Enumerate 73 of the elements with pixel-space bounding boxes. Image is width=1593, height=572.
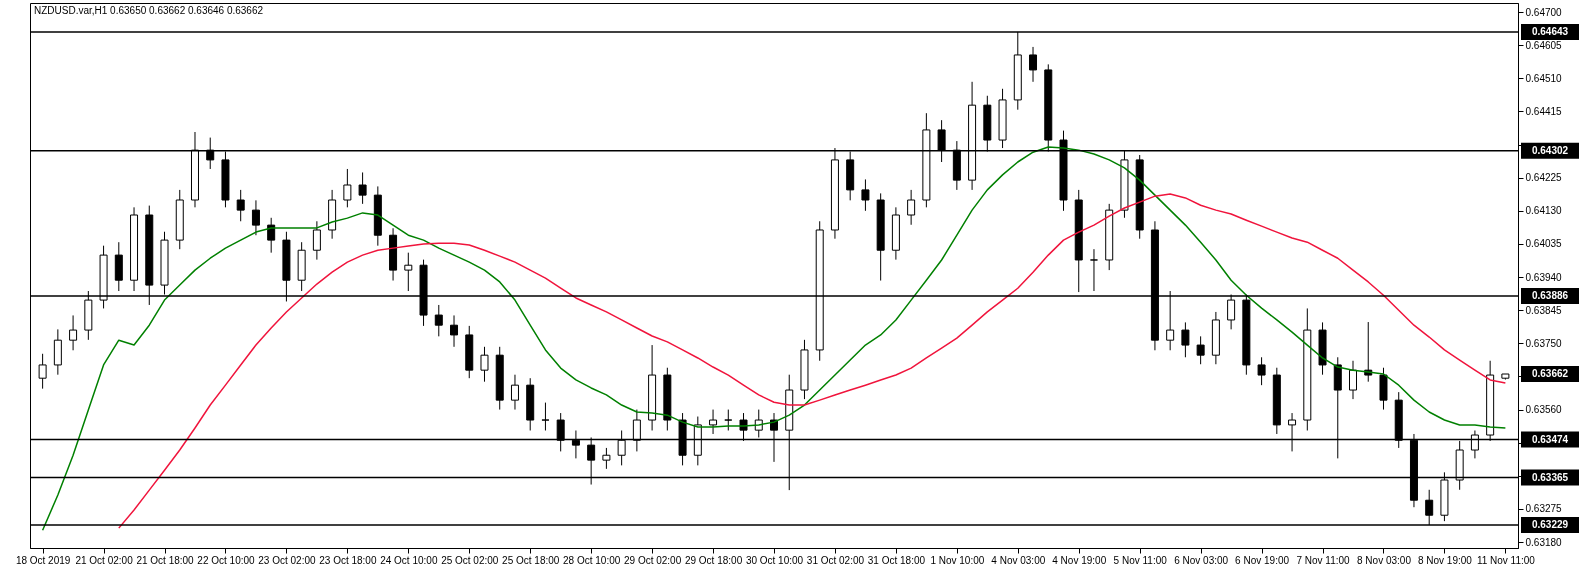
- y-tick-label: 0.63750: [1525, 337, 1563, 349]
- x-tick-label: 25 Oct 18:00: [502, 554, 560, 566]
- candlestick: [907, 189, 916, 226]
- x-tick-label: 4 Nov 19:00: [1052, 554, 1107, 566]
- x-tick-label: 22 Oct 10:00: [197, 554, 256, 566]
- x-tick-label: 7 Nov 11:00: [1296, 554, 1351, 566]
- ref-line-label: 0.63474: [1531, 433, 1569, 445]
- candlestick: [1181, 321, 1190, 358]
- candlestick: [480, 346, 489, 383]
- line-series: [118, 193, 1507, 529]
- y-tick-label: 0.63940: [1525, 271, 1563, 283]
- candlestick: [724, 409, 733, 431]
- x-tick-label: 23 Oct 02:00: [258, 554, 316, 566]
- candlestick: [709, 409, 718, 435]
- candlestick: [434, 304, 443, 337]
- x-tick-label: 29 Oct 18:00: [684, 554, 743, 566]
- candlestick: [510, 374, 519, 411]
- x-tick-label: 30 Oct 10:00: [745, 554, 804, 566]
- candlestick: [602, 447, 611, 470]
- x-tick-label: 1 Nov 10:00: [930, 554, 985, 566]
- y-tick-label: 0.64035: [1525, 238, 1563, 250]
- candlestick: [343, 168, 352, 208]
- x-tick-label: 31 Oct 18:00: [867, 554, 926, 566]
- x-tick-label: 4 Nov 03:00: [991, 554, 1046, 566]
- ref-line-label: 0.64302: [1531, 144, 1569, 156]
- ref-line-label: 0.63229: [1531, 518, 1569, 530]
- candlestick: [38, 353, 47, 390]
- candlestick: [541, 402, 550, 431]
- y-tick-label: 0.64130: [1525, 205, 1563, 217]
- candlestick: [69, 314, 78, 351]
- x-tick-label: 28 Oct 10:00: [563, 554, 621, 566]
- y-tick-label: 0.64510: [1525, 72, 1563, 84]
- chart-title: NZDUSD.var,H1 0.63650 0.63662 0.63646 0.63662: [34, 5, 264, 16]
- x-tick-label: 8 Nov 03:00: [1357, 554, 1412, 566]
- line-series: [41, 146, 1507, 531]
- candlestick: [312, 220, 321, 261]
- candlestick: [1349, 360, 1358, 400]
- y-tick-label: 0.63845: [1525, 304, 1563, 316]
- candlestick: [267, 217, 276, 254]
- x-tick-label: 25 Oct 02:00: [441, 554, 499, 566]
- x-tick-label: 31 Oct 02:00: [806, 554, 865, 566]
- y-tick-label: 0.64605: [1525, 39, 1563, 51]
- text: 0.63662: [1531, 368, 1569, 379]
- candlestick: [450, 314, 459, 348]
- candlestick: [861, 178, 870, 212]
- x-tick-label: 6 Nov 19:00: [1235, 554, 1290, 566]
- x-tick-label: 11 Nov 11:00: [1476, 554, 1536, 566]
- y-tick-label: 0.63180: [1525, 536, 1563, 548]
- ref-line-label: 0.64643: [1531, 25, 1569, 37]
- ref-line-label: 0.63886: [1531, 289, 1569, 301]
- x-tick-label: 29 Oct 02:00: [623, 554, 682, 566]
- candlestick: [236, 189, 245, 222]
- x-tick-label: 6 Nov 03:00: [1174, 554, 1229, 566]
- candlestick: [358, 171, 367, 205]
- y-tick-label: 0.63275: [1525, 503, 1563, 515]
- candlestick: [1257, 356, 1266, 386]
- x-tick-label: 8 Nov 19:00: [1417, 554, 1473, 566]
- candlestick: [1196, 335, 1205, 365]
- x-tick-label: 21 Oct 18:00: [136, 554, 195, 566]
- y-tick-label: 0.64700: [1525, 6, 1563, 18]
- x-tick-label: 5 Nov 11:00: [1113, 554, 1168, 566]
- ref-line-label: 0.63365: [1531, 471, 1569, 483]
- x-tick-label: 23 Oct 18:00: [319, 554, 377, 566]
- x-tick-label: 21 Oct 02:00: [75, 554, 134, 566]
- candlestick: [251, 199, 260, 236]
- y-tick-label: 0.64415: [1525, 105, 1563, 117]
- candlestick: [1089, 248, 1098, 292]
- x-tick-label: 24 Oct 10:00: [380, 554, 438, 566]
- y-tick-label: 0.64225: [1525, 172, 1563, 184]
- y-tick-label: 0.63560: [1525, 404, 1563, 416]
- x-tick-label: 18 Oct 2019: [15, 554, 71, 566]
- candlestick: [404, 252, 413, 292]
- candlestick: [1029, 46, 1038, 83]
